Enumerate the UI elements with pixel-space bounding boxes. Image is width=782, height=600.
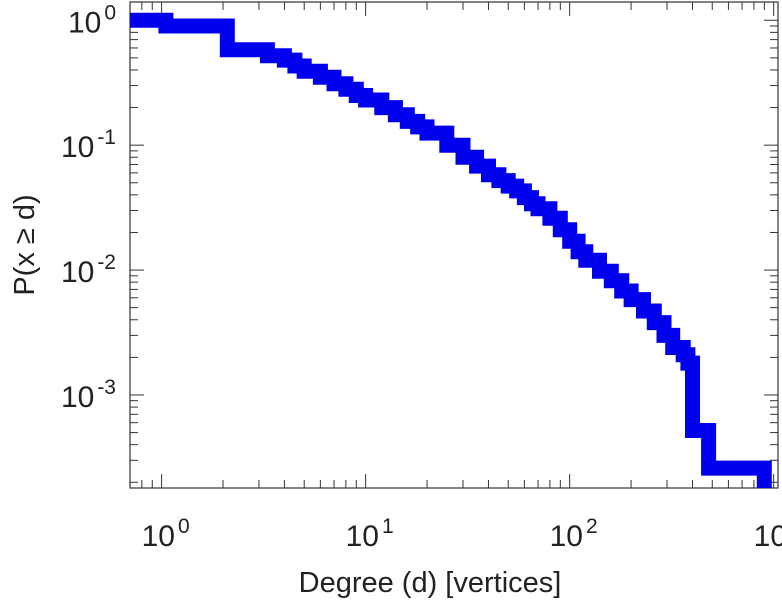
x-tick-label: 10 1 xyxy=(346,515,394,553)
plot-frame xyxy=(129,1,779,489)
x-axis-title: Degree (d) [vertices] xyxy=(299,567,562,599)
minor-ticks xyxy=(129,2,778,488)
y-axis-title: P(x ≥ d) xyxy=(9,194,41,295)
x-tick-label: 10 2 xyxy=(550,515,598,553)
x-tick-label: 103 xyxy=(754,515,782,553)
y-tick-label: 10 -3 xyxy=(61,376,116,414)
y-tick-label: 10 0 xyxy=(68,1,116,39)
ccdf-series-line xyxy=(130,12,772,488)
y-tick-label: 10 -2 xyxy=(61,251,116,289)
major-ticks xyxy=(130,2,778,488)
y-tick-label: 10 -1 xyxy=(61,126,116,164)
x-tick-label: 10 0 xyxy=(142,515,190,553)
x-tick-labels: 100 101 102 103 xyxy=(142,515,782,553)
